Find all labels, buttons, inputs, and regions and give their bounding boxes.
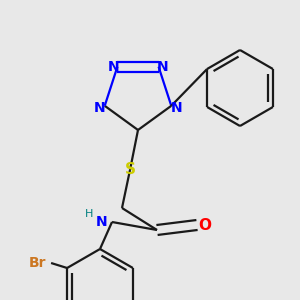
Text: S: S <box>124 163 136 178</box>
Text: Br: Br <box>28 256 46 270</box>
Text: N: N <box>157 60 168 74</box>
Text: O: O <box>199 218 212 232</box>
Text: N: N <box>96 215 108 229</box>
Text: H: H <box>85 209 93 219</box>
Text: N: N <box>108 60 119 74</box>
Text: N: N <box>94 101 106 115</box>
Text: N: N <box>170 101 182 115</box>
